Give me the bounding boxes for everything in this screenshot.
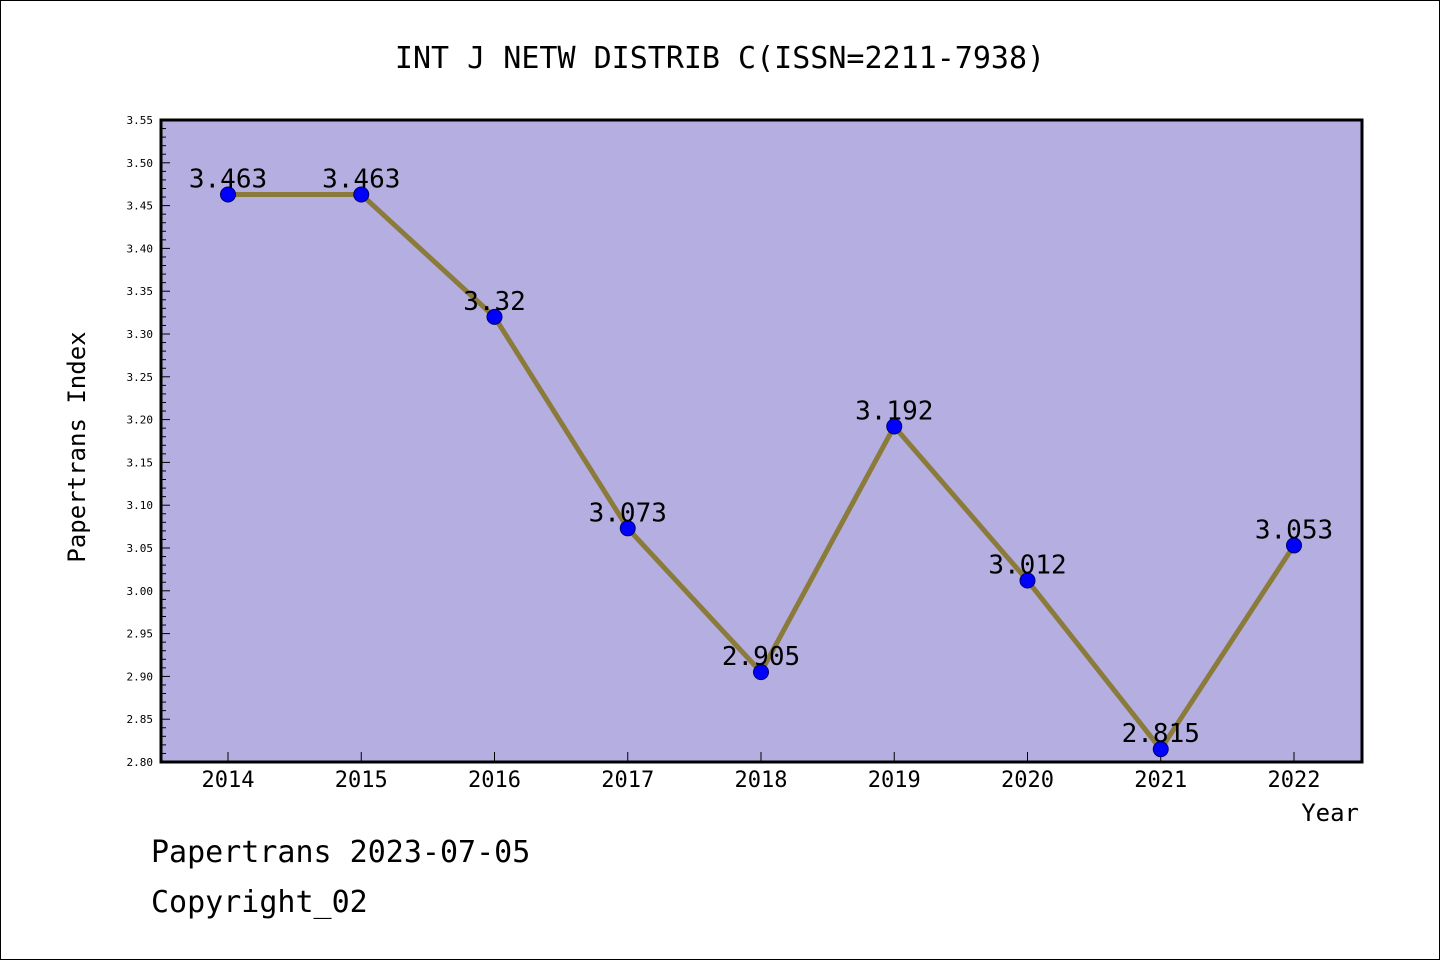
data-label: 3.012 [988,551,1066,581]
x-tick-label: 2022 [1268,768,1321,793]
y-tick-label: 3.35 [127,285,154,298]
data-point [886,418,903,435]
x-tick-label: 2014 [202,768,255,793]
series-markers [220,186,1302,758]
data-label: 3.463 [322,164,400,194]
data-label: 2.815 [1122,719,1200,749]
y-tick-label: 3.25 [127,371,154,384]
data-point [753,664,769,681]
chart-title: INT J NETW DISTRIB C(ISSN=2211-7938) [395,41,1045,76]
x-tick-label: 2015 [335,768,388,793]
data-label: 3.32 [463,287,526,317]
footer-copyright-text: Copyright_02 [151,885,368,920]
data-point [1152,741,1169,758]
y-tick-label: 3.05 [127,542,154,555]
y-tick-label: 2.90 [127,670,154,683]
y-axis-title: Papertrans Index [63,331,91,562]
data-point [486,308,503,325]
y-tick-label: 3.55 [127,114,154,127]
data-label: 2.905 [722,642,800,672]
data-point [220,186,236,203]
y-tick-label: 3.45 [127,200,154,213]
data-label: 3.192 [855,396,933,426]
data-label: 3.073 [589,498,667,528]
y-tick-label: 2.95 [127,628,154,641]
data-point [1286,537,1302,554]
y-tick-label: 2.85 [127,713,154,726]
data-point [1019,572,1036,589]
data-labels: 3.463 3.463 3.32 3.073 2.905 3.192 3.012 2.815 3… [189,164,1333,749]
y-axis: 2.80 2.85 2.90 2.95 3.00 3.05 3.10 3.15 3.20 3.25… [127,114,170,769]
y-tick-label: 3.15 [127,456,154,469]
x-axis-title: Year [1301,799,1359,827]
y-tick-label: 3.50 [127,157,154,170]
x-tick-label: 2020 [1001,768,1054,793]
x-tick-label: 2018 [735,768,788,793]
x-tick-label: 2016 [468,768,521,793]
y-tick-label: 3.40 [127,242,154,255]
data-label: 3.463 [189,164,267,194]
y-tick-label: 3.20 [127,414,154,427]
y-tick-label: 3.00 [127,585,154,598]
footer-date-text: Papertrans 2023-07-05 [151,835,531,870]
y-tick-label: 3.10 [127,499,154,512]
x-tick-label: 2021 [1134,768,1187,793]
data-label: 3.053 [1255,515,1333,545]
plot-area [159,118,1364,764]
x-tick-label: 2019 [868,768,921,793]
y-tick-label: 3.30 [127,328,154,341]
data-point [619,520,636,537]
y-tick-label: 2.80 [127,756,154,769]
x-tick-label: 2017 [601,768,654,793]
data-point [353,186,370,203]
x-axis: 2014 2015 2016 2017 2018 2019 2020 2021 2022 [202,752,1321,793]
